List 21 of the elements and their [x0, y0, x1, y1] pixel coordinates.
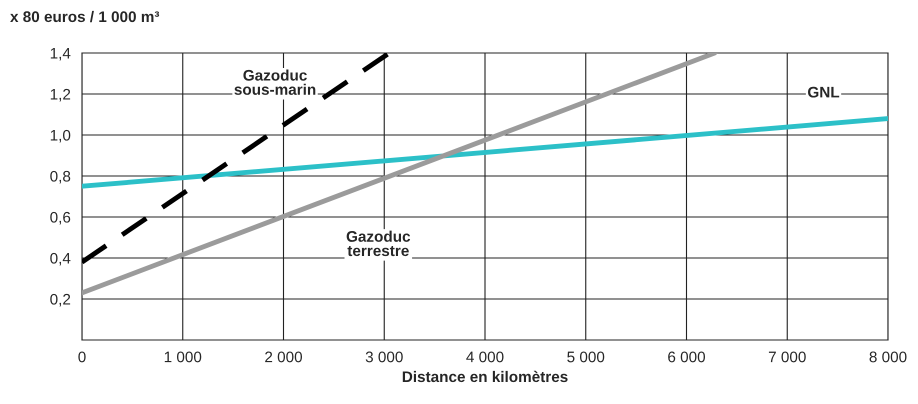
x-tick-label: 8 000: [870, 352, 907, 362]
x-tick-label: 4 000: [466, 352, 504, 362]
y-axis-title: x 80 euros / 1 000 m³: [10, 10, 160, 22]
x-tick-label: 7 000: [768, 352, 806, 362]
x-tick-label: 0: [78, 352, 86, 362]
x-tick-label: 1 000: [164, 352, 202, 362]
y-tick-label: 1,0: [50, 130, 70, 142]
series-label: Gazoduc sous-marin: [234, 69, 316, 95]
y-tick-label: 0,4: [50, 252, 70, 266]
y-tick-label: 0,8: [50, 170, 70, 184]
y-tick-label: 1,2: [50, 88, 70, 102]
x-tick-label: 6 000: [668, 352, 706, 362]
text: Gazoduc terrestre: [346, 230, 410, 256]
y-tick-label: 0,2: [50, 294, 70, 306]
x-tick-label: 3 000: [366, 352, 403, 362]
x-tick-label: 5 000: [567, 352, 604, 362]
x-tick-label: 2 000: [265, 352, 302, 362]
series-label: GNL: [808, 86, 840, 98]
x-axis-title: Distance en kilomètres: [402, 370, 568, 382]
y-tick-label: 0,6: [50, 212, 70, 224]
y-tick-label: 1,4: [50, 48, 70, 60]
